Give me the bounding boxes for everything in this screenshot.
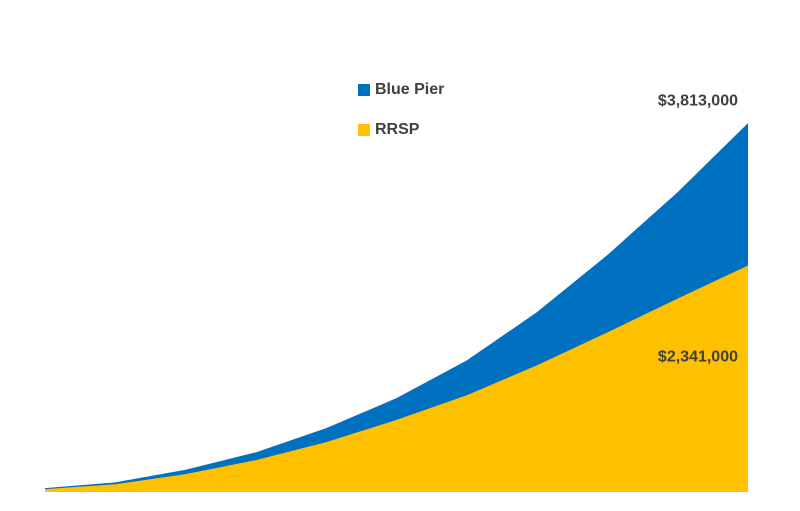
legend-swatch bbox=[358, 124, 370, 136]
value-label: $2,341,000 bbox=[658, 349, 738, 366]
area bbox=[45, 265, 748, 492]
legend-swatch bbox=[358, 84, 370, 96]
value-label: $3,813,000 bbox=[658, 92, 738, 109]
legend-label: Blue Pier bbox=[375, 81, 444, 98]
legend-label: RRSP bbox=[375, 121, 420, 138]
